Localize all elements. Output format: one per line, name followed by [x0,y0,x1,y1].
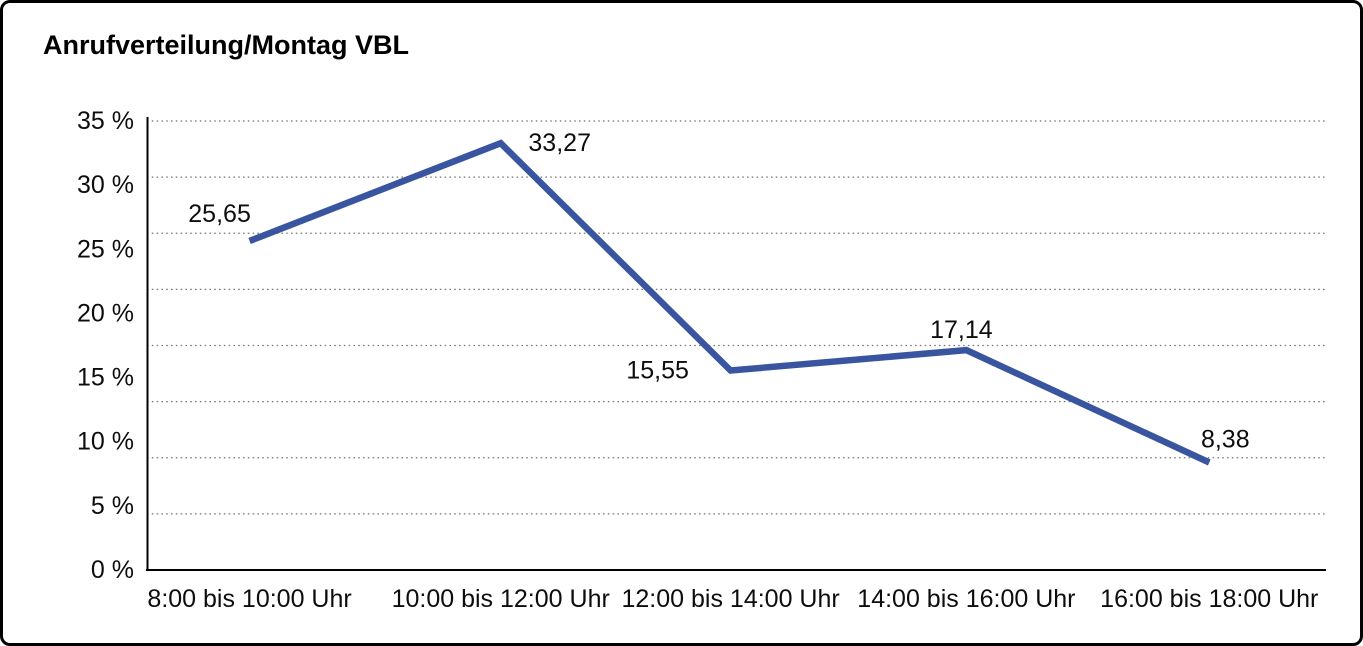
y-axis-tick-label: 20 % [77,299,134,327]
y-axis-tick-label: 0 % [91,556,134,584]
x-axis-category-label: 16:00 bis 18:00 Uhr [1100,585,1318,613]
y-axis-tick-label: 15 % [77,364,134,392]
data-point-label: 33,27 [528,129,591,157]
data-point-label: 25,65 [188,200,251,228]
chart-title: Anrufverteilung/Montag VBL [43,30,409,60]
data-point-label: 8,38 [1201,425,1250,453]
y-axis-tick-label: 30 % [77,171,134,199]
y-axis-tick-label: 5 % [91,492,134,520]
data-point-label: 17,14 [930,316,993,344]
data-line [248,139,1211,466]
x-axis-category-label: 14:00 bis 16:00 Uhr [857,585,1075,613]
y-axis-tick-label: 35 % [77,107,134,135]
x-axis-category-label: 12:00 bis 14:00 Uhr [622,585,840,613]
x-axis-category-label: 10:00 bis 12:00 Uhr [392,585,610,613]
data-point-label: 15,55 [626,357,689,385]
line-chart: 35 % 30 % 25 % 20 % 15 % 10 % 5 % 0 % 8:00 bis 1… [77,107,1326,613]
y-axis-tick-label: 25 % [77,235,134,263]
y-axis-tick-label: 10 % [77,428,134,456]
x-axis-category-label: 8:00 bis 10:00 Uhr [147,585,351,613]
